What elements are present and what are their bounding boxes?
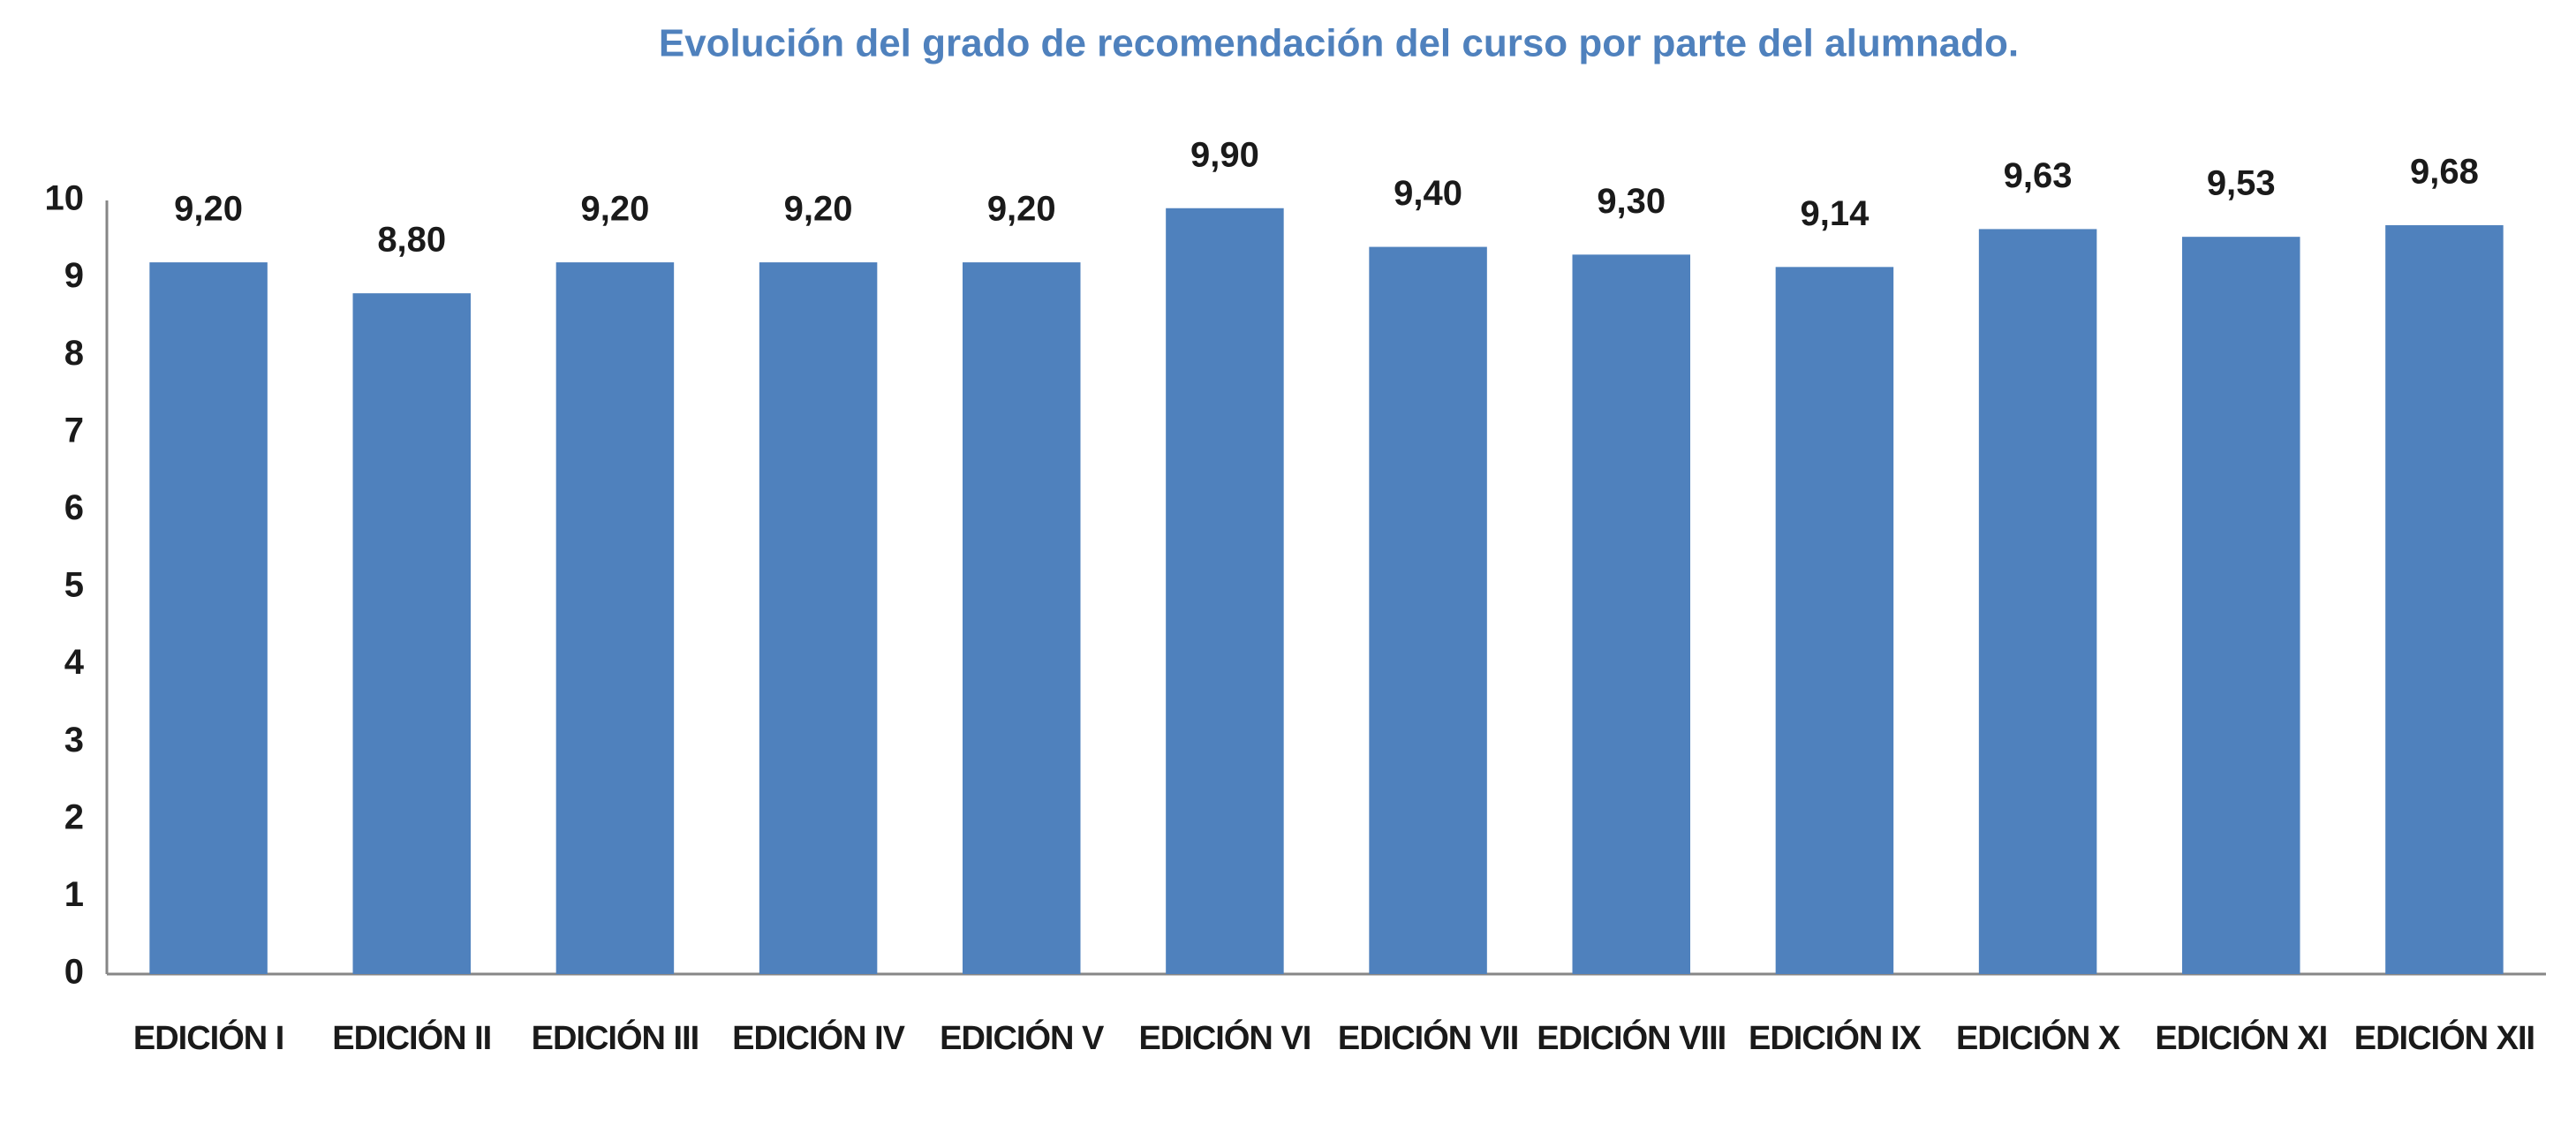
- bar: [1572, 254, 1690, 974]
- x-tick-label: EDICIÓN VII: [1337, 1020, 1519, 1057]
- x-tick-label: EDICIÓN XII: [2353, 1020, 2535, 1057]
- x-tick-label: EDICIÓN V: [940, 1020, 1104, 1057]
- y-tick-label: 0: [64, 953, 84, 992]
- y-tick-label: 6: [64, 488, 84, 527]
- y-tick-label: 8: [64, 334, 84, 373]
- data-label: 9,68: [2410, 153, 2479, 192]
- y-tick-label: 4: [64, 643, 85, 682]
- y-tick-label: 2: [64, 797, 84, 836]
- data-label: 9,30: [1597, 182, 1666, 221]
- x-tick-label: EDICIÓN IX: [1749, 1020, 1922, 1057]
- bar: [1775, 267, 1894, 974]
- data-label: 9,20: [174, 190, 243, 229]
- x-tick-label: EDICIÓN IV: [732, 1020, 905, 1057]
- x-tick-label: EDICIÓN VIII: [1537, 1020, 1726, 1057]
- bar: [1166, 208, 1284, 974]
- x-tick-label: EDICIÓN I: [132, 1020, 284, 1057]
- y-tick-label: 3: [64, 721, 84, 759]
- chart-title: Evolución del grado de recomendación del…: [659, 22, 2019, 65]
- bar: [1978, 229, 2097, 974]
- y-tick-label: 5: [64, 566, 84, 605]
- x-tick-label: EDICIÓN II: [332, 1020, 492, 1057]
- y-tick-label: 9: [64, 256, 84, 295]
- data-label: 9,90: [1190, 135, 1259, 174]
- data-label: 9,63: [2004, 156, 2073, 195]
- bar: [352, 293, 471, 974]
- bar: [149, 262, 268, 975]
- data-label: 9,20: [784, 190, 853, 229]
- y-tick-label: 1: [64, 875, 84, 914]
- bar: [963, 262, 1081, 975]
- x-tick-label: EDICIÓN III: [531, 1020, 700, 1057]
- data-label: 9,53: [2207, 164, 2276, 203]
- data-label: 9,14: [1800, 194, 1870, 233]
- y-tick-label: 10: [45, 179, 85, 218]
- y-tick-label: 7: [64, 411, 84, 449]
- x-tick-label: EDICIÓN VI: [1138, 1020, 1312, 1057]
- bar: [759, 262, 878, 975]
- x-tick-label: EDICIÓN X: [1955, 1020, 2120, 1057]
- data-label: 9,40: [1394, 174, 1462, 213]
- data-label: 9,20: [580, 190, 649, 229]
- x-tick-label: EDICIÓN XI: [2155, 1020, 2328, 1057]
- bar: [1369, 246, 1487, 974]
- bar: [2182, 237, 2300, 974]
- bar: [2385, 225, 2504, 975]
- bar: [555, 262, 675, 975]
- data-label: 8,80: [377, 221, 446, 260]
- data-label: 9,20: [987, 190, 1056, 229]
